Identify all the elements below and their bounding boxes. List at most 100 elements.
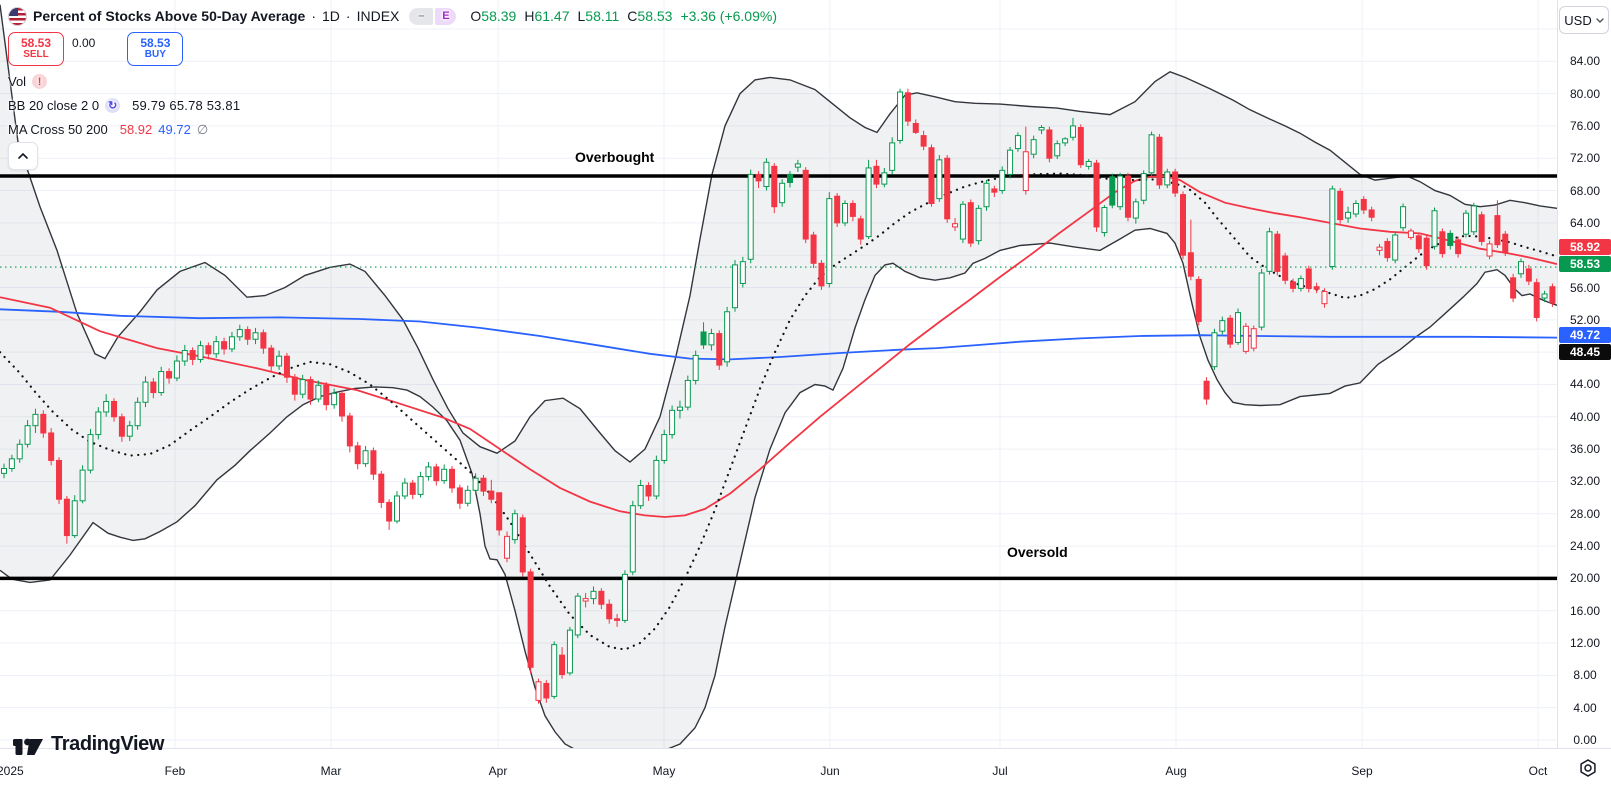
bb-values: 59.79 65.78 53.81 [132, 98, 241, 113]
price-badge-58.92: 58.92 [1559, 239, 1611, 255]
candle-body [724, 311, 731, 363]
candle-body [1525, 268, 1532, 282]
open-value: 58.39 [481, 8, 517, 24]
candle-body [904, 92, 911, 122]
volume-error-icon[interactable]: ! [32, 74, 48, 89]
price-axis[interactable]: 84.00 80.00 76.00 72.00 68.00 64.00 56.00 52.00… [1557, 0, 1611, 748]
candle-body [362, 450, 369, 465]
candle-body [1313, 286, 1320, 290]
candle-body [763, 161, 770, 188]
candle-body [244, 329, 251, 340]
candle-body [268, 347, 275, 367]
time-axis-month-Apr[interactable]: Apr [488, 764, 508, 778]
candle-body [645, 484, 652, 497]
price-tick-8: 8.00 [1573, 668, 1597, 683]
currency-label: USD [1564, 12, 1592, 28]
candle-body [999, 169, 1006, 192]
candle-body [936, 159, 943, 200]
candle-body [928, 147, 935, 204]
axis-settings-icon[interactable] [1578, 758, 1598, 778]
earnings-badge[interactable]: E [435, 7, 457, 25]
candle-body [952, 223, 959, 228]
candle-body [354, 445, 361, 465]
indicator-row-bb[interactable]: BB 20 close 2 0 ↻ 59.79 65.78 53.81 [8, 97, 777, 114]
time-axis-month-Feb[interactable]: Feb [164, 764, 186, 778]
candle-body [1337, 190, 1344, 221]
candle-body [40, 413, 47, 434]
candle-body [1368, 209, 1375, 218]
candle-body [79, 469, 86, 502]
candle-body [299, 379, 306, 395]
candle-body [975, 207, 982, 242]
candle-body [1384, 240, 1391, 259]
candle-body [676, 406, 683, 411]
market-status-icon[interactable]: – [409, 7, 434, 25]
time-axis-month-Sep[interactable]: Sep [1351, 764, 1373, 778]
candle-body [842, 202, 849, 224]
candle-body [1266, 231, 1273, 272]
candle-body [755, 173, 762, 182]
candle-body [205, 345, 212, 355]
candle-body [1470, 205, 1477, 233]
indicator-row-volume[interactable]: Vol ! [8, 73, 777, 90]
time-axis-month-Jun[interactable]: Jun [820, 764, 840, 778]
indicator-row-ma-cross[interactable]: MA Cross 50 200 58.92 49.72 ∅ [8, 121, 777, 138]
time-axis[interactable]: 2025 Feb Mar Apr May Jun Jul Aug Sep Oct [0, 748, 1611, 794]
time-axis-month-Oct[interactable]: Oct [1528, 764, 1548, 778]
candle-body [276, 355, 283, 367]
candle-body [197, 345, 204, 360]
time-axis-year[interactable]: 2025 [0, 764, 24, 778]
tradingview-logo[interactable]: TradingView [13, 733, 164, 756]
price-tick-4: 4.00 [1573, 700, 1597, 715]
candle-body [401, 482, 408, 497]
bb-loading-icon[interactable]: ↻ [105, 98, 121, 113]
candle-body [1549, 286, 1556, 304]
price-badge-48.45: 48.45 [1559, 344, 1611, 360]
price-tick-32: 32.00 [1569, 474, 1601, 489]
buy-button[interactable]: 58.53 BUY [127, 32, 184, 66]
candle-body [378, 473, 385, 503]
time-axis-month-May[interactable]: May [652, 764, 676, 778]
price-badge-49.72: 49.72 [1559, 327, 1611, 343]
time-axis-month-Jul[interactable]: Jul [992, 764, 1008, 778]
low-label: L [577, 8, 586, 24]
high-value: 61.47 [534, 8, 570, 24]
candle-body [111, 400, 118, 418]
candle-body [959, 203, 966, 240]
symbol-title-row[interactable]: Percent of Stocks Above 50-Day Average ·… [8, 6, 777, 26]
candle-body [731, 264, 738, 309]
time-axis-month-Mar[interactable]: Mar [320, 764, 342, 778]
candle-body [134, 401, 141, 427]
sell-label: SELL [23, 49, 49, 61]
candle-body [834, 195, 841, 224]
candle-body [464, 489, 471, 504]
chart-canvas[interactable] [0, 0, 1557, 748]
candle-body [1, 468, 7, 474]
price-tick-44: 44.00 [1569, 377, 1601, 392]
close-label: C [627, 8, 638, 24]
candle-body [1502, 233, 1509, 253]
legend-collapse-button[interactable] [8, 142, 38, 170]
exchange-label: INDEX [356, 8, 400, 24]
candle-body [1211, 332, 1218, 368]
candle-body [944, 157, 951, 220]
sell-button[interactable]: 58.53 SELL [8, 32, 64, 66]
candle-body [1494, 215, 1501, 246]
candle-body [150, 381, 157, 394]
candle-body [323, 384, 330, 406]
time-axis-month-Aug[interactable]: Aug [1165, 764, 1187, 778]
spread-value: 0.00 [72, 36, 96, 50]
candle-body [1423, 237, 1430, 267]
candle-body [1093, 162, 1100, 228]
candle-body [1305, 268, 1312, 289]
candle-body [826, 198, 833, 284]
candle-body [779, 182, 786, 204]
candle-body [417, 476, 424, 495]
currency-selector[interactable]: USD [1559, 6, 1609, 34]
candle-body [857, 218, 864, 240]
candle-body [1400, 206, 1407, 229]
candle-body [1140, 173, 1147, 201]
price-tick-28: 28.00 [1569, 506, 1601, 521]
candle-body [684, 379, 691, 408]
